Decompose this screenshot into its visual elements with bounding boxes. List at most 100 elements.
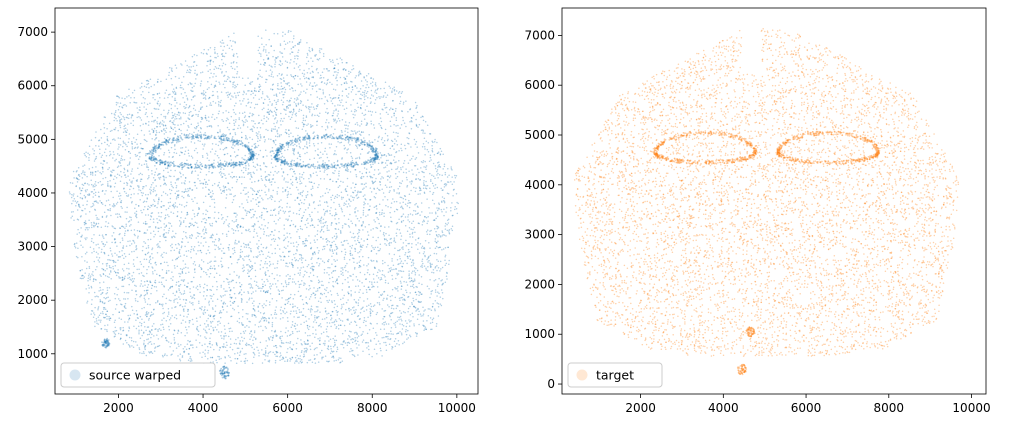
scatter-point bbox=[140, 337, 142, 339]
scatter-point bbox=[341, 241, 343, 243]
scatter-point bbox=[179, 251, 181, 253]
scatter-point bbox=[176, 248, 178, 250]
scatter-point bbox=[117, 148, 119, 150]
scatter-point bbox=[366, 289, 368, 291]
scatter-point bbox=[425, 167, 427, 169]
scatter-point bbox=[323, 77, 325, 79]
scatter-point bbox=[244, 332, 246, 334]
scatter-point bbox=[315, 290, 317, 292]
scatter-point bbox=[241, 232, 243, 234]
scatter-point bbox=[294, 98, 296, 100]
scatter-point bbox=[274, 241, 276, 243]
scatter-point bbox=[341, 251, 343, 253]
scatter-point bbox=[120, 102, 122, 104]
scatter-point bbox=[341, 313, 343, 315]
scatter-point bbox=[141, 308, 143, 310]
scatter-point bbox=[320, 326, 322, 328]
scatter-point bbox=[406, 334, 408, 336]
scatter-point bbox=[220, 174, 222, 176]
scatter-point bbox=[341, 99, 343, 101]
scatter-point bbox=[142, 250, 144, 252]
scatter-point bbox=[294, 281, 296, 283]
scatter-point bbox=[326, 313, 328, 315]
scatter-point bbox=[212, 361, 214, 363]
scatter-point bbox=[335, 89, 337, 91]
scatter-point bbox=[391, 154, 393, 156]
scatter-point bbox=[231, 172, 233, 174]
scatter-point bbox=[451, 176, 453, 178]
scatter-point bbox=[277, 99, 279, 101]
scatter-point bbox=[333, 360, 335, 362]
scatter-point bbox=[302, 217, 304, 219]
scatter-point bbox=[280, 157, 282, 159]
scatter-point bbox=[223, 190, 225, 192]
scatter-point bbox=[391, 90, 393, 92]
scatter-point bbox=[364, 92, 366, 94]
scatter-point bbox=[210, 102, 212, 104]
scatter-point bbox=[243, 172, 245, 174]
scatter-point bbox=[168, 308, 170, 310]
scatter-point bbox=[260, 312, 262, 314]
scatter-point bbox=[399, 310, 401, 312]
scatter-point bbox=[345, 102, 347, 104]
scatter-point bbox=[228, 328, 230, 330]
scatter-point bbox=[116, 104, 118, 106]
scatter-point bbox=[148, 87, 150, 89]
scatter-point bbox=[246, 325, 248, 327]
scatter-point bbox=[311, 257, 313, 259]
scatter-point bbox=[218, 265, 220, 267]
scatter-point bbox=[380, 184, 382, 186]
scatter-point bbox=[439, 174, 441, 176]
scatter-point bbox=[394, 247, 396, 249]
scatter-point bbox=[426, 320, 428, 322]
scatter-point bbox=[131, 289, 133, 291]
scatter-point bbox=[232, 49, 234, 51]
scatter-point bbox=[446, 207, 448, 209]
scatter-point bbox=[418, 295, 420, 297]
scatter-point bbox=[176, 114, 178, 116]
scatter-point bbox=[445, 282, 447, 284]
scatter-point bbox=[429, 234, 431, 236]
scatter-point bbox=[375, 193, 377, 195]
scatter-point bbox=[440, 280, 442, 282]
scatter-point bbox=[332, 249, 334, 251]
scatter-point bbox=[297, 229, 299, 231]
scatter-point bbox=[258, 61, 260, 63]
scatter-point bbox=[288, 301, 290, 303]
scatter-point bbox=[281, 359, 283, 361]
scatter-point bbox=[147, 194, 149, 196]
scatter-point bbox=[338, 173, 340, 175]
scatter-point bbox=[146, 355, 148, 357]
scatter-point bbox=[183, 76, 185, 78]
scatter-point bbox=[379, 204, 381, 206]
scatter-point bbox=[242, 271, 244, 273]
scatter-point bbox=[409, 292, 411, 294]
scatter-point bbox=[271, 330, 273, 332]
scatter-point bbox=[317, 234, 319, 236]
scatter-point bbox=[116, 191, 118, 193]
scatter-point bbox=[122, 159, 124, 161]
scatter-point bbox=[269, 197, 271, 199]
scatter-point bbox=[307, 53, 309, 55]
scatter-point bbox=[234, 87, 236, 89]
scatter-point bbox=[424, 137, 426, 139]
scatter-point bbox=[335, 328, 337, 330]
scatter-point bbox=[307, 99, 309, 101]
scatter-point bbox=[217, 97, 219, 99]
scatter-point bbox=[417, 242, 419, 244]
scatter-point bbox=[114, 332, 116, 334]
scatter-point bbox=[290, 341, 292, 343]
scatter-point bbox=[303, 115, 305, 117]
scatter-point bbox=[352, 114, 354, 116]
scatter-point bbox=[315, 297, 317, 299]
scatter-point bbox=[363, 115, 365, 117]
scatter-point bbox=[418, 282, 420, 284]
scatter-point bbox=[349, 144, 351, 146]
scatter-point bbox=[189, 301, 191, 303]
scatter-point bbox=[373, 260, 375, 262]
scatter-point bbox=[370, 164, 372, 166]
scatter-point bbox=[349, 351, 351, 353]
scatter-point bbox=[357, 341, 359, 343]
scatter-point bbox=[364, 203, 366, 205]
scatter-point bbox=[317, 224, 319, 226]
